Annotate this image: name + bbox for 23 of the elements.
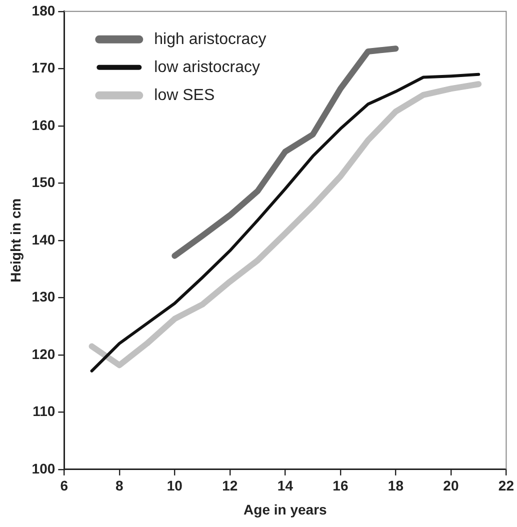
y-tick-label: 160	[32, 116, 56, 133]
x-tick-label: 10	[166, 478, 183, 494]
y-tick-label: 120	[32, 346, 56, 362]
x-tick-label: 16	[332, 478, 348, 494]
legend-label: low SES	[154, 86, 215, 104]
x-tick-label: 14	[277, 478, 294, 494]
x-tick-label: 12	[222, 478, 238, 494]
x-tick-label: 20	[443, 478, 459, 494]
y-tick-label: 140	[32, 231, 56, 248]
x-tick-label: 22	[498, 478, 514, 494]
y-tick-label: 130	[32, 288, 56, 305]
y-axis-title: Height in cm	[7, 198, 24, 282]
y-tick-label: 170	[32, 60, 56, 76]
y-tick-label: 100	[32, 460, 56, 476]
x-axis-title: Age in years	[244, 501, 328, 518]
y-tick-label: 150	[32, 174, 56, 190]
x-tick-label: 8	[116, 478, 124, 494]
legend-label: low aristocracy	[154, 58, 260, 76]
x-tick-label: 18	[388, 478, 404, 494]
x-tick-label: 6	[60, 478, 68, 494]
y-tick-label: 180	[32, 2, 56, 18]
y-tick-label: 110	[32, 403, 56, 420]
legend-label: high aristocracy	[154, 30, 266, 48]
